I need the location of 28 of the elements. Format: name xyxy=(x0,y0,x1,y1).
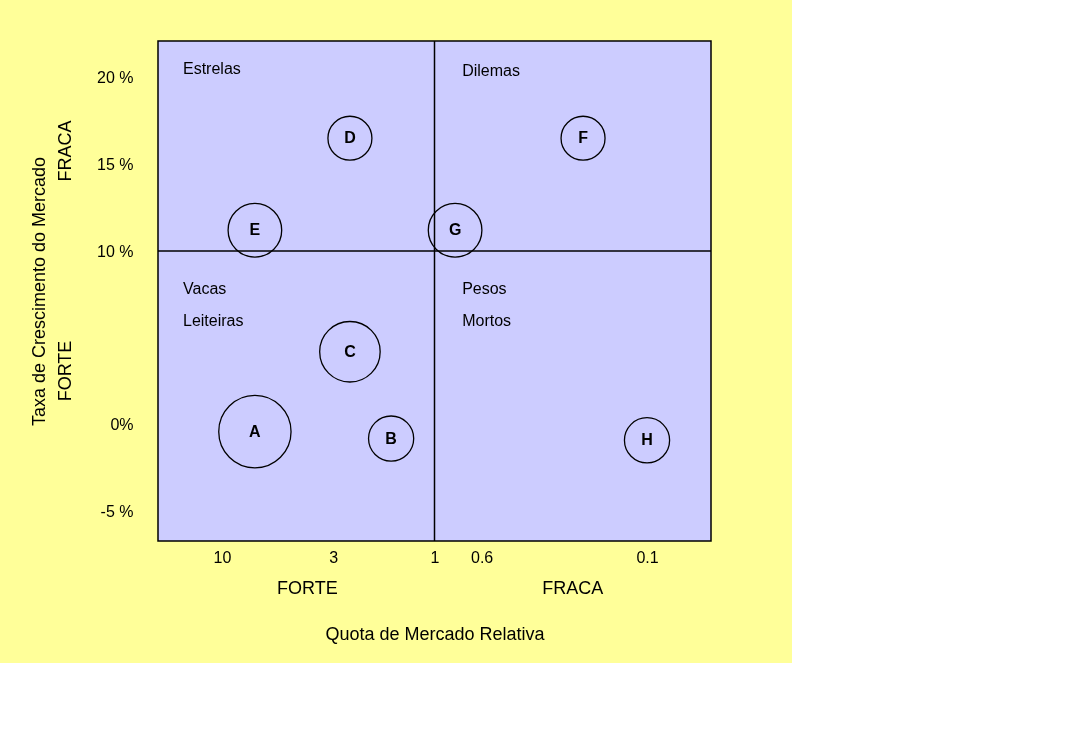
x-tick-label: 0.6 xyxy=(471,548,494,566)
y-tick-label: 20 % xyxy=(97,68,134,86)
annotation: Pesos Mortos xyxy=(462,280,512,329)
x-tick-label: 0.1 xyxy=(636,548,659,566)
x-tick-label: 3 xyxy=(329,548,339,566)
data-label: C xyxy=(344,342,357,360)
data-label: H xyxy=(641,431,653,449)
data-label: F xyxy=(578,129,589,147)
data-label: G xyxy=(448,221,462,239)
y-tick-label: 15 % xyxy=(97,155,134,173)
data-label: E xyxy=(249,221,261,239)
y-tick-label: 10 % xyxy=(97,242,134,260)
annotation: Estrelas xyxy=(183,60,241,77)
y-tick-label: -5 % xyxy=(100,502,134,520)
annotation: Dilemas xyxy=(462,62,520,79)
data-label: D xyxy=(344,129,356,147)
x-tick-label: 1 xyxy=(430,548,440,566)
text: FORTE xyxy=(55,340,75,402)
data-label: A xyxy=(249,422,262,440)
x-axis-title: Quota de Mercado Relativa xyxy=(325,623,546,644)
y-axis-title: Taxa de Crescimento do Mercado xyxy=(29,156,50,427)
annotation: Vacas Leiteiras xyxy=(183,280,244,329)
y-tick-label: 0% xyxy=(110,416,134,434)
data-label: B xyxy=(385,429,397,447)
x-tick-label: 10 xyxy=(213,548,232,566)
text: FORTE xyxy=(276,578,338,598)
text: FRACA xyxy=(542,578,604,598)
text: FRACA xyxy=(55,120,75,182)
